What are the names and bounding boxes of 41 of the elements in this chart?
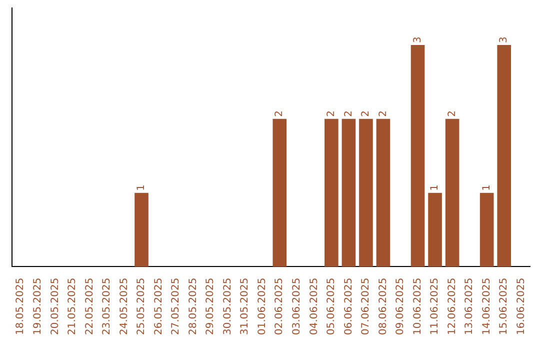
x-tick-label: 13.06.2025	[464, 278, 476, 336]
x-tick-label: 08.06.2025	[378, 278, 389, 336]
data-label: 2	[343, 110, 354, 117]
data-label: 1	[481, 184, 492, 191]
x-tick-label: 02.06.2025	[274, 278, 286, 336]
data-label: 2	[446, 110, 458, 117]
x-tick-label: 01.06.2025	[256, 278, 268, 336]
x-tick-label: 27.05.2025	[170, 278, 182, 336]
x-tick-label: 29.05.2025	[205, 278, 216, 336]
x-tick-label: 18.05.2025	[15, 278, 26, 336]
x-tick-label: 23.05.2025	[102, 278, 113, 336]
data-label: 3	[412, 36, 424, 43]
x-tick-label: 16.06.2025	[516, 278, 527, 336]
x-tick-label: 25.05.2025	[136, 278, 148, 336]
x-tick-label: 09.06.2025	[395, 278, 406, 336]
x-tick-label: 21.05.2025	[67, 278, 78, 336]
x-tick-label: 31.05.2025	[240, 278, 251, 336]
data-label: 2	[378, 110, 389, 117]
x-tick-label: 26.05.2025	[153, 278, 164, 336]
data-label: 1	[430, 184, 441, 191]
data-label: 2	[326, 110, 338, 117]
x-tick-label: 10.06.2025	[412, 278, 424, 336]
x-tick-label: 30.05.2025	[222, 278, 234, 336]
x-tick-label: 28.05.2025	[188, 278, 199, 336]
x-tick-label: 12.06.2025	[446, 278, 458, 336]
x-tick-label: 14.06.2025	[481, 278, 492, 336]
x-tick-label: 20.05.2025	[50, 278, 61, 336]
x-tick-label: 19.05.2025	[32, 278, 44, 336]
x-tick-label: 24.05.2025	[118, 278, 130, 336]
x-tick-label: 05.06.2025	[326, 278, 338, 336]
data-label: 2	[360, 110, 372, 117]
x-tick-label: 07.06.2025	[360, 278, 372, 336]
x-tick-label: 22.05.2025	[84, 278, 96, 336]
x-tick-label: 11.06.2025	[430, 278, 441, 336]
data-label: 1	[136, 184, 148, 191]
x-tick-label: 15.06.2025	[498, 278, 510, 336]
x-tick-label: 03.06.2025	[291, 278, 302, 336]
data-label: 2	[274, 110, 286, 117]
x-tick-label: 06.06.2025	[343, 278, 354, 336]
data-label: 3	[498, 36, 510, 43]
x-tick-label: 04.06.2025	[308, 278, 320, 336]
